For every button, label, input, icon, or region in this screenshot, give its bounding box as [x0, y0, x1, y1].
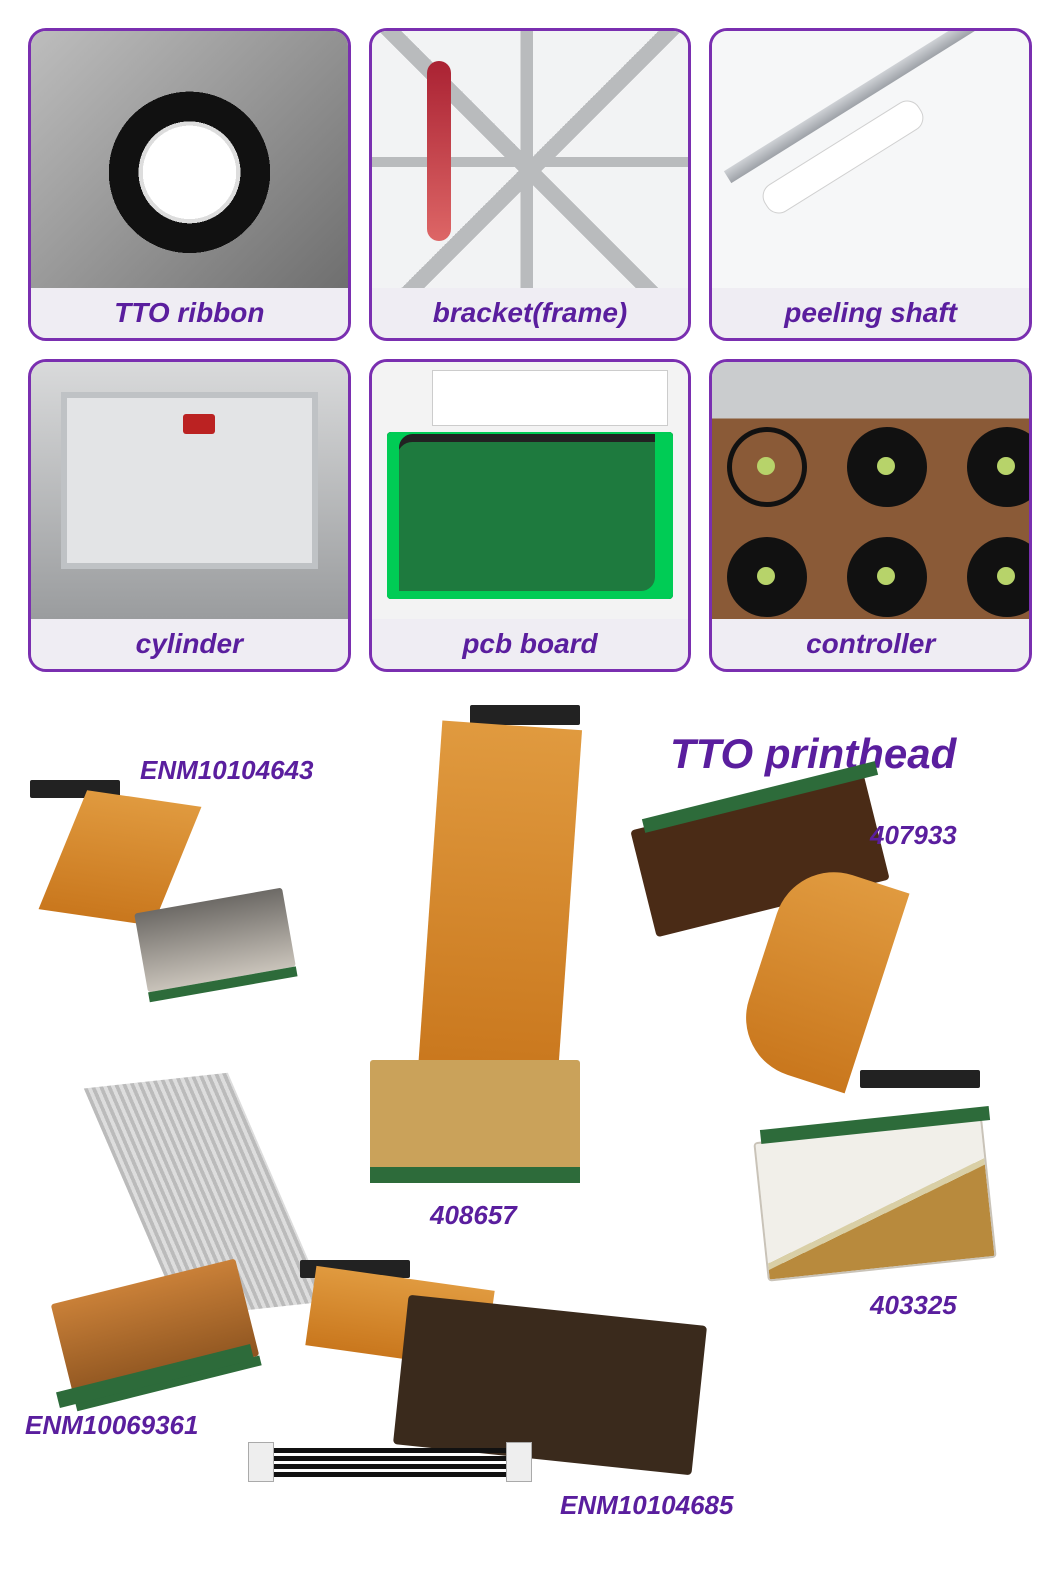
- card-thumb: [372, 362, 689, 619]
- printhead-edge: [370, 1167, 580, 1183]
- card-tto-ribbon: TTO ribbon: [28, 28, 351, 341]
- printhead-label: ENM10069361: [25, 1410, 198, 1441]
- card-peeling-shaft: peeling shaft: [709, 28, 1032, 341]
- printhead-block: [753, 1118, 996, 1281]
- printhead-wire-harness: [270, 1440, 510, 1490]
- printhead-connector: [860, 1070, 980, 1088]
- printhead-section-title: TTO printhead: [670, 730, 956, 778]
- printhead-label: 408657: [430, 1200, 517, 1231]
- card-label: controller: [712, 619, 1029, 669]
- card-thumb: [31, 362, 348, 619]
- card-label: cylinder: [31, 619, 348, 669]
- printhead-label: ENM10104685: [560, 1490, 733, 1521]
- card-thumb: [712, 31, 1029, 288]
- printhead-label: 407933: [870, 820, 957, 851]
- printhead-section: TTO printhead ENM10104643 408657 407933 …: [0, 720, 1060, 1570]
- card-label: pcb board: [372, 619, 689, 669]
- card-thumb: [372, 31, 689, 288]
- printhead-label: 403325: [870, 1290, 957, 1321]
- card-label: peeling shaft: [712, 288, 1029, 338]
- card-controller: controller: [709, 359, 1032, 672]
- printhead-connector: [470, 705, 580, 725]
- card-label: TTO ribbon: [31, 288, 348, 338]
- card-bracket-frame: bracket(frame): [369, 28, 692, 341]
- printhead-label: ENM10104643: [140, 755, 313, 786]
- category-grid: TTO ribbon bracket(frame) peeling shaft …: [0, 0, 1060, 672]
- card-label: bracket(frame): [372, 288, 689, 338]
- card-cylinder: cylinder: [28, 359, 351, 672]
- card-pcb-board: pcb board: [369, 359, 692, 672]
- printhead-head: [370, 1060, 580, 1170]
- card-thumb: [712, 362, 1029, 619]
- card-thumb: [31, 31, 348, 288]
- printhead-flex-cable: [418, 721, 582, 1080]
